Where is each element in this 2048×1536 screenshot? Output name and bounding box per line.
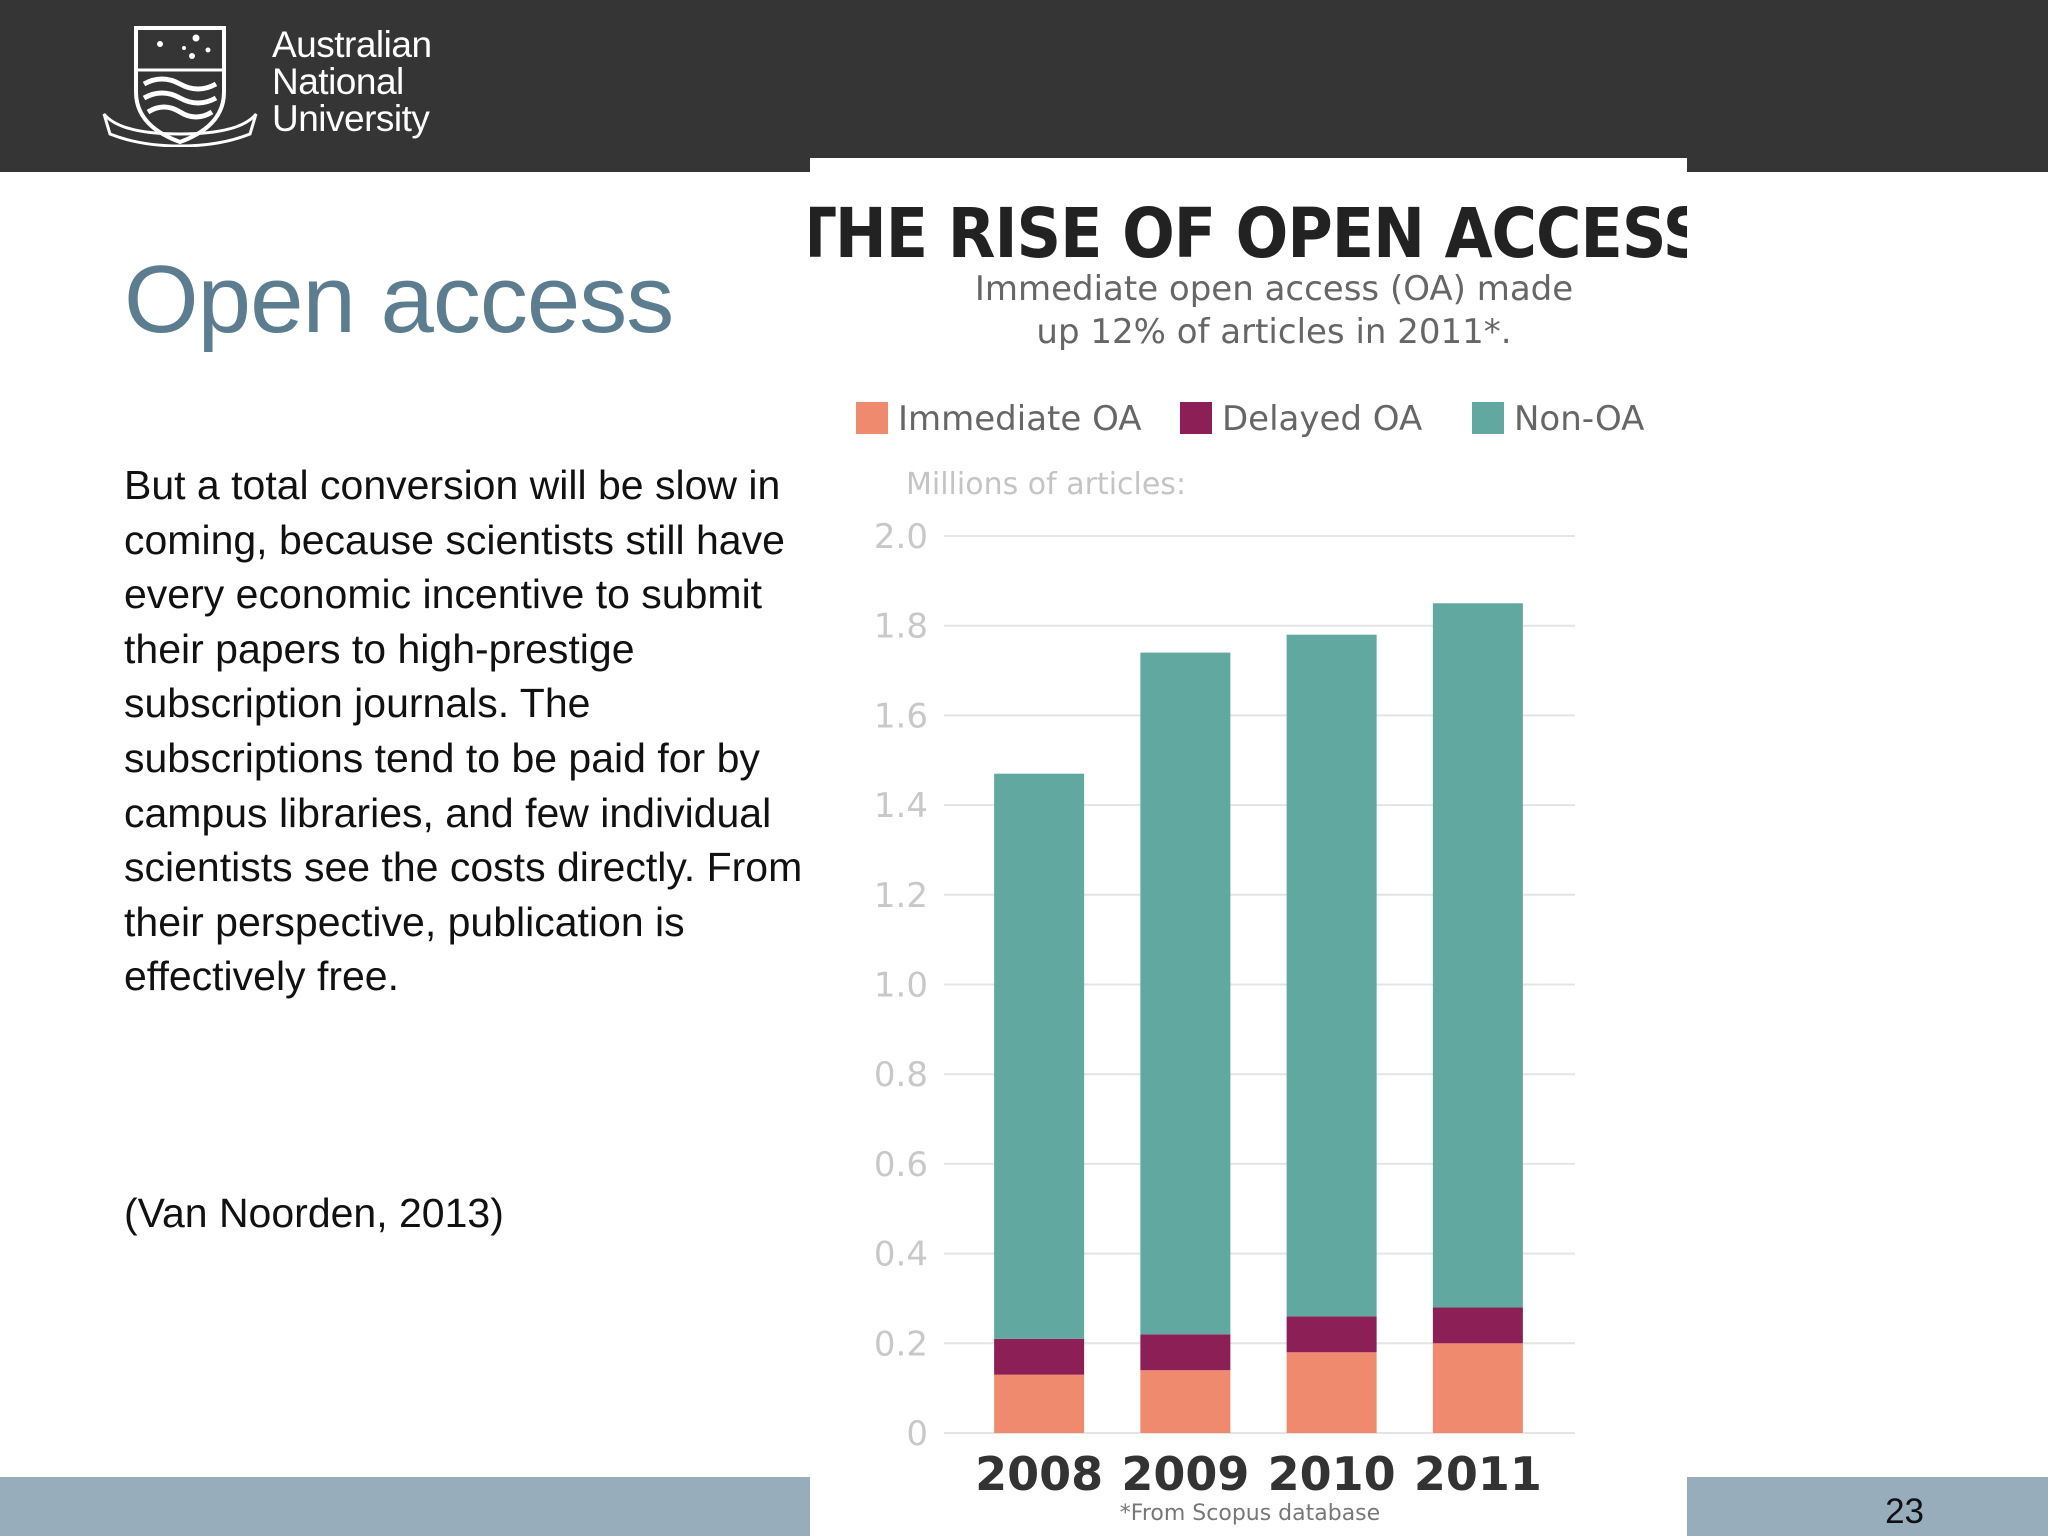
y-tick-label: 0.2 (874, 1324, 928, 1364)
y-tick-label: 1.2 (874, 876, 928, 916)
institution-name: Australian National University (272, 26, 432, 137)
slide-body: But a total conversion will be slow in c… (124, 458, 804, 1004)
legend-swatch (856, 402, 888, 434)
stacked-bar-chart: THE RISE OF OPEN ACCESS Immediate open a… (810, 195, 1687, 1526)
bar-segment (994, 773, 1085, 1339)
chart-footnote: *From Scopus database (1120, 1501, 1380, 1526)
slide-number: 23 (1885, 1492, 1924, 1531)
chart-legend: Immediate OA Delayed OA Non-OA (856, 399, 1644, 439)
x-tick-label: 2008 (975, 1447, 1103, 1501)
bar-segment (1432, 1343, 1523, 1433)
legend-swatch (1180, 402, 1212, 434)
legend-label: Delayed OA (1222, 399, 1422, 439)
bar-segment (1432, 1307, 1523, 1344)
y-tick-label: 0 (906, 1414, 928, 1454)
chart-bars (994, 603, 1523, 1433)
bar-segment (994, 1374, 1085, 1433)
chart-subtitle-line: Immediate open access (OA) made (975, 269, 1573, 309)
header-bar: Australian National University (0, 0, 2048, 172)
slide-title: Open access (124, 246, 674, 353)
bar-segment (1286, 1352, 1377, 1433)
legend-label: Non-OA (1514, 399, 1644, 439)
institution-line: Australian (272, 24, 432, 65)
y-tick-label: 1.4 (874, 786, 928, 826)
y-axis-label: Millions of articles: (906, 467, 1186, 502)
x-tick-label: 2010 (1268, 1447, 1396, 1501)
anu-crest-icon (102, 26, 258, 147)
bar-segment (1140, 1370, 1231, 1433)
x-tick-label: 2011 (1414, 1447, 1542, 1501)
y-tick-label: 0.4 (874, 1235, 928, 1275)
bar-segment (1286, 1316, 1377, 1353)
chart-subtitle-line: up 12% of articles in 2011*. (1036, 312, 1511, 352)
y-tick-label: 1.8 (874, 607, 928, 647)
chart-title: THE RISE OF OPEN ACCESS (810, 195, 1687, 273)
y-tick-label: 0.8 (874, 1055, 928, 1095)
bar-segment (1432, 603, 1523, 1308)
x-tick-label: 2009 (1121, 1447, 1249, 1501)
institution-line: National (272, 61, 404, 102)
institution-line: University (272, 98, 430, 139)
legend-swatch (1472, 402, 1504, 434)
bar-segment (1140, 1334, 1231, 1371)
body-paragraph: But a total conversion will be slow in c… (124, 462, 803, 1000)
citation: (Van Noorden, 2013) (124, 1190, 504, 1236)
y-tick-label: 0.6 (874, 1145, 928, 1185)
bar-segment (994, 1338, 1085, 1375)
x-axis-ticks: 2008 2009 2010 2011 (975, 1447, 1542, 1501)
y-axis-ticks: 0 0.2 0.4 0.6 0.8 1.0 1.2 1.4 1.6 1.8 2.0 (874, 517, 928, 1454)
y-tick-label: 1.0 (874, 966, 928, 1006)
y-tick-label: 1.6 (874, 696, 928, 736)
chart-panel: THE RISE OF OPEN ACCESS Immediate open a… (810, 158, 1687, 1536)
bar-segment (1286, 634, 1377, 1317)
bar-segment (1140, 652, 1231, 1335)
y-tick-label: 2.0 (874, 517, 928, 557)
legend-label: Immediate OA (898, 399, 1142, 439)
